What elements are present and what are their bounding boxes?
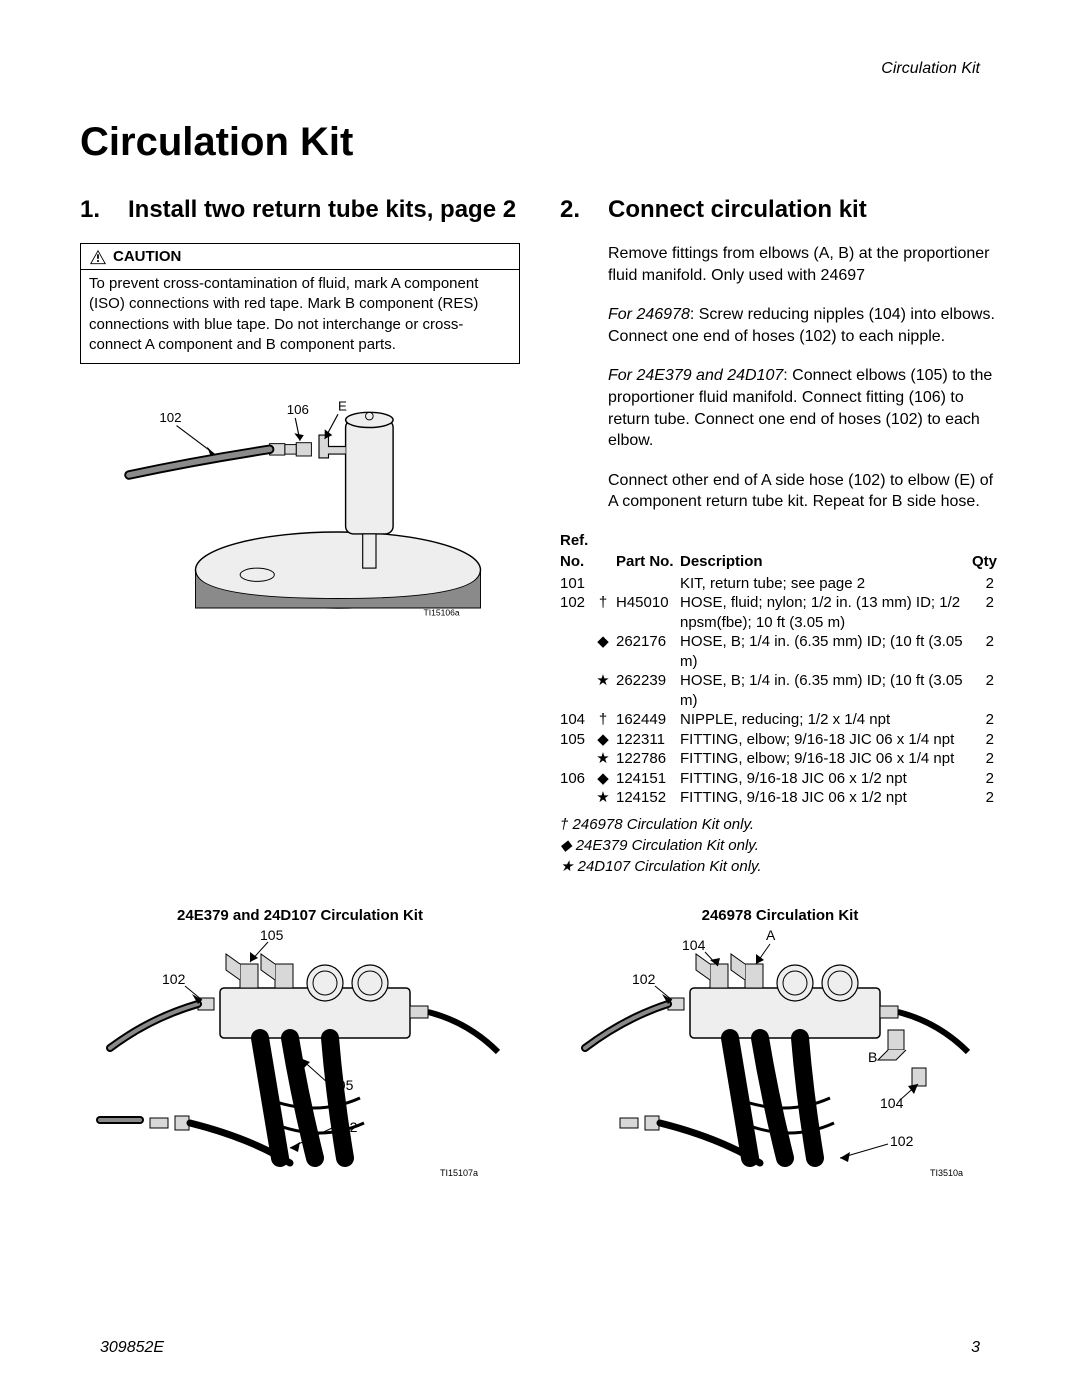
svg-text:102: 102 <box>162 971 186 987</box>
svg-text:104: 104 <box>880 1095 904 1111</box>
th-ref2: No. <box>560 552 596 574</box>
table-row: 101KIT, return tube; see page 22 <box>560 574 1000 594</box>
svg-text:102: 102 <box>890 1133 914 1149</box>
svg-text:104: 104 <box>682 937 706 953</box>
svg-text:B: B <box>868 1049 877 1065</box>
table-row: 105◆122311FITTING, elbow; 9/16-18 JIC 06… <box>560 730 1000 750</box>
caution-text: To prevent cross-contamination of fluid,… <box>81 270 519 363</box>
table-row: ◆262176HOSE, B; 1/4 in. (6.35 mm) ID; (1… <box>560 632 1000 671</box>
section-2-number: 2. <box>560 195 608 225</box>
figure-24e379-caption: 24E379 and 24D107 Circulation Kit <box>80 907 520 924</box>
section-2-p2-lead: For 246978 <box>608 306 690 323</box>
th-qty: Qty <box>972 552 1000 574</box>
note-2: ◆ 24E379 Circulation Kit only. <box>560 835 1000 856</box>
section-1-heading: 1. Install two return tube kits, page 2 <box>80 195 520 225</box>
figure-246978: 246978 Circulation Kit <box>560 907 1000 1193</box>
figure-return-tube-svg: 102 106 E TI15106a <box>110 380 490 627</box>
table-row: ★122786FITTING, elbow; 9/16-18 JIC 06 x … <box>560 749 1000 769</box>
figure-246978-svg: A 104 102 B 104 102 TI3510a <box>570 928 990 1188</box>
section-2-heading: 2. Connect circulation kit <box>560 195 1000 225</box>
section-2-p4: Connect other end of A side hose (102) t… <box>608 470 1000 513</box>
th-partno: Part No. <box>616 552 680 574</box>
figure-24e379: 24E379 and 24D107 Circulation Kit <box>80 907 520 1193</box>
svg-text:TI15107a: TI15107a <box>440 1168 478 1178</box>
section-2-p3: For 24E379 and 24D107: Connect elbows (1… <box>608 365 1000 451</box>
section-1-number: 1. <box>80 195 128 225</box>
svg-text:102: 102 <box>632 971 656 987</box>
table-row: 106◆124151FITTING, 9/16-18 JIC 06 x 1/2 … <box>560 769 1000 789</box>
note-1: † 246978 Circulation Kit only. <box>560 814 1000 835</box>
two-column-layout: 1. Install two return tube kits, page 2 … <box>80 195 1000 877</box>
left-column: 1. Install two return tube kits, page 2 … <box>80 195 520 877</box>
note-3: ★ 24D107 Circulation Kit only. <box>560 856 1000 877</box>
svg-text:A: A <box>766 928 776 943</box>
section-2-p1: Remove fittings from elbows (A, B) at th… <box>608 243 1000 286</box>
table-row: 104†162449NIPPLE, reducing; 1/2 x 1/4 np… <box>560 710 1000 730</box>
th-desc: Description <box>680 552 972 574</box>
caution-label: CAUTION <box>113 248 181 265</box>
fig1-label-E: E <box>338 398 347 413</box>
section-2-body: Remove fittings from elbows (A, B) at th… <box>560 243 1000 513</box>
table-row: ★124152FITTING, 9/16-18 JIC 06 x 1/2 npt… <box>560 788 1000 808</box>
figure-24e379-svg: 105 102 105 102 TI15107a <box>90 928 510 1188</box>
parts-tbody: 101KIT, return tube; see page 22 102†H45… <box>560 574 1000 808</box>
bottom-figures-row: 24E379 and 24D107 Circulation Kit <box>80 897 1000 1193</box>
svg-text:105: 105 <box>260 928 284 943</box>
table-row: 102†H45010HOSE, fluid; nylon; 1/2 in. (1… <box>560 593 1000 632</box>
section-1-title: Install two return tube kits, page 2 <box>128 195 516 225</box>
page-footer: 309852E 3 <box>100 1339 980 1357</box>
parts-notes: † 246978 Circulation Kit only. ◆ 24E379 … <box>560 814 1000 877</box>
th-ref1: Ref. <box>560 531 596 553</box>
parts-table: Ref. No. Part No. Description Qty 101KIT… <box>560 531 1000 808</box>
section-2-title: Connect circulation kit <box>608 195 867 225</box>
table-row: ★262239HOSE, B; 1/4 in. (6.35 mm) ID; (1… <box>560 671 1000 710</box>
footer-doc-no: 309852E <box>100 1339 164 1357</box>
footer-page-no: 3 <box>971 1339 980 1357</box>
figure-return-tube: 102 106 E TI15106a <box>80 380 520 632</box>
section-2-p3-lead: For 24E379 and 24D107 <box>608 367 783 384</box>
svg-text:105: 105 <box>330 1077 354 1093</box>
right-column: 2. Connect circulation kit Remove fittin… <box>560 195 1000 877</box>
header-doc-title: Circulation Kit <box>881 60 980 78</box>
fig1-label-106: 106 <box>287 402 309 417</box>
svg-text:102: 102 <box>334 1119 358 1135</box>
fig1-label-102: 102 <box>159 410 181 425</box>
warning-icon <box>89 249 107 265</box>
section-2-p2: For 246978: Screw reducing nipples (104)… <box>608 304 1000 347</box>
fig1-ti: TI15106a <box>424 608 460 618</box>
page-title: Circulation Kit <box>80 120 1000 165</box>
figure-246978-caption: 246978 Circulation Kit <box>560 907 1000 924</box>
caution-box: CAUTION To prevent cross-contamination o… <box>80 243 520 364</box>
caution-header: CAUTION <box>81 244 519 270</box>
svg-text:TI3510a: TI3510a <box>930 1168 963 1178</box>
